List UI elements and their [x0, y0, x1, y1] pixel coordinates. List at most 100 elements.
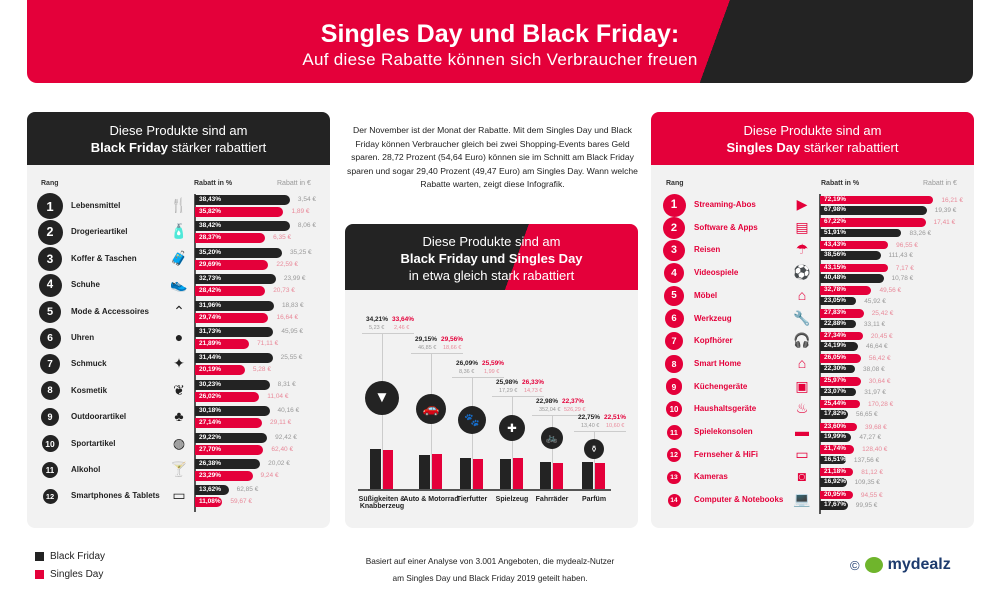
black-friday-bar: 22,88% — [820, 319, 856, 328]
euro-value: 8,31 € — [277, 380, 296, 388]
tv-icon: ▭ — [795, 445, 809, 462]
col-rank: Rang — [41, 180, 59, 187]
category-label: Schuhe — [71, 280, 100, 290]
euro-value: 1,99 € — [484, 369, 500, 375]
euro-value: 62,85 € — [236, 486, 259, 494]
category-label: Software & Apps — [694, 222, 758, 232]
footnote-line2: am Singles Day und Black Friday 2019 get… — [392, 573, 588, 583]
category-label: Fahrräder — [535, 496, 569, 503]
legend-label: Black Friday — [50, 551, 106, 562]
singles-day-bar: 11,08% — [195, 497, 223, 508]
kitchen-appliance-icon: ▣ — [795, 377, 809, 394]
wrench-icon: 🔧 — [793, 309, 811, 326]
euro-value: 59,67 € — [230, 498, 253, 506]
perfume-icon: ⚱ — [584, 439, 604, 459]
rank-badge: 5 — [39, 300, 61, 323]
euro-value: 20,73 € — [273, 287, 295, 295]
singles-day-bar — [382, 449, 393, 489]
black-friday-bar: 32,73% — [195, 274, 276, 285]
rank-badge: 1 — [37, 193, 63, 219]
black-friday-bar: 38,43% — [195, 195, 290, 205]
logo-text: mydealz — [887, 556, 951, 573]
category-label: Smart Home — [694, 358, 742, 368]
black-friday-bar: 38,56% — [820, 251, 881, 260]
panel-header: Diese Produkte sind am Black Friday stär… — [27, 112, 330, 165]
black-friday-bar — [460, 458, 471, 489]
software-icon: ▤ — [795, 218, 809, 235]
rank-badge: 8 — [40, 381, 60, 401]
beach-umbrella-icon: ☂ — [795, 241, 809, 258]
euro-value: 14,73 € — [524, 388, 543, 394]
rank-badge: 2 — [37, 219, 63, 245]
footnote-line1: Basiert auf einer Analyse von 3.001 Ange… — [365, 556, 615, 566]
pointer-line — [594, 431, 595, 489]
rank-badge: 9 — [665, 378, 683, 395]
euro-value: 13,40 € — [581, 423, 600, 429]
pct-label: 22,98% — [536, 398, 559, 405]
euro-value: 56,65 € — [855, 411, 878, 419]
singles-day-bar: 32,78% — [820, 286, 872, 295]
singles-day-bar: 67,22% — [820, 218, 926, 227]
euro-value: 45,95 € — [281, 328, 304, 335]
euro-value: 96,55 € — [896, 241, 918, 249]
rank-badge: 14 — [667, 493, 681, 507]
header-banner: Singles Day und Black Friday: Auf diese … — [27, 0, 973, 83]
euro-value: 46,85 € — [418, 345, 437, 351]
singles-day-bar: 26,02% — [195, 391, 260, 402]
category-label: Werkzeug — [694, 313, 732, 323]
category-label: Mode & Accessoires — [71, 306, 149, 316]
category-label: Kameras — [694, 472, 728, 482]
euro-value: 5,23 € — [369, 325, 385, 331]
panel-title-bold: Singles Day — [726, 140, 801, 155]
pct-label: 26,33% — [522, 379, 545, 386]
rank-badge: 7 — [40, 354, 60, 375]
euro-value: 19,39 € — [934, 207, 957, 214]
singles-day-bar: 21,74% — [820, 445, 855, 454]
legend-label: Singles Day — [50, 569, 104, 580]
singles-day-bar: 27,70% — [195, 444, 264, 455]
black-friday-bar — [370, 448, 381, 489]
euro-value: 83,26 € — [909, 229, 932, 237]
house-icon: ⌂ — [797, 354, 807, 371]
singles-day-bar: 23,60% — [820, 422, 858, 431]
category-label: Parfüm — [581, 496, 607, 503]
pct-label: 33,64% — [392, 316, 415, 323]
black-friday-bar: 51,91% — [820, 228, 902, 238]
category-label: Alkohol — [71, 465, 101, 474]
clock-icon: ● — [174, 329, 184, 345]
singles-day-bar: 27,34% — [820, 331, 863, 341]
singles-day-bar: 25,97% — [820, 377, 861, 386]
rank-badge: 7 — [664, 332, 684, 351]
euro-value: 49,56 € — [879, 287, 902, 295]
euro-value: 7,17 € — [895, 264, 914, 272]
singles-day-bar: 23,29% — [195, 471, 253, 481]
singles-day-bar: 21,18% — [820, 467, 854, 477]
page-subtitle: Auf diese Rabatte können sich Verbrauche… — [302, 50, 698, 69]
category-label: Schmuck — [71, 359, 107, 369]
category-label: Fernseher & HiFi — [694, 449, 759, 459]
panel-header: Diese Produkte sind am Black Friday und … — [345, 224, 638, 290]
hanger-icon: ⌃ — [173, 302, 185, 319]
black-friday-bar — [419, 454, 430, 489]
pointer-line — [552, 415, 553, 489]
bicycle-icon: 🚲 — [541, 427, 563, 449]
singles-day-bar: 20,95% — [820, 490, 853, 500]
singles-day-bar: 25,44% — [820, 399, 860, 409]
euro-value: 20,45 € — [870, 332, 893, 340]
euro-value: 17,41 € — [933, 219, 956, 227]
rank-badge: 6 — [664, 309, 684, 328]
pct-label: 25,59% — [482, 360, 505, 367]
pct-label: 29,15% — [415, 336, 438, 343]
black-friday-bar: 17,82% — [820, 410, 848, 419]
legend-singles-day: Singles Day — [35, 569, 103, 580]
rank-badge: 4 — [663, 262, 685, 284]
euro-value: 25,55 € — [280, 354, 303, 362]
euro-value: 111,43 € — [888, 252, 913, 260]
rank-badge: 3 — [38, 246, 62, 271]
category-label: Videospiele — [694, 268, 739, 278]
black-friday-bar: 38,42% — [195, 221, 290, 232]
pct-label: 22,51% — [604, 414, 627, 421]
label-underline — [532, 415, 584, 416]
euro-value: 47,27 € — [859, 434, 882, 441]
black-friday-bar: 17,67% — [820, 501, 848, 510]
